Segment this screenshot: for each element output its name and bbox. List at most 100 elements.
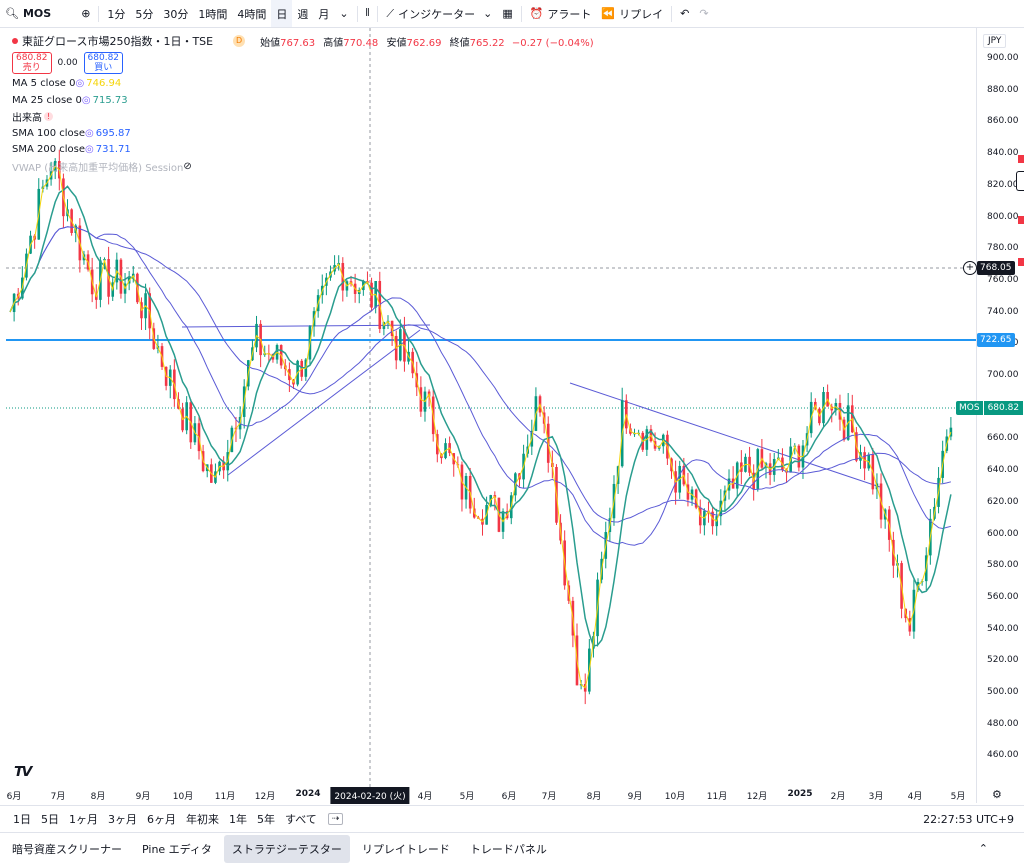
last-price-tag: MOS 680.82 — [956, 401, 1024, 415]
bottom-tab[interactable]: ストラテジーテスター — [223, 834, 350, 863]
collapse-chevron-icon[interactable]: ⌃ — [978, 842, 988, 855]
settings-circle-icon[interactable]: ◎ — [75, 78, 85, 90]
trend-line — [227, 329, 421, 476]
time-axis[interactable]: 6月 7月 8月 9月 10月 11月 12月 2024 2024-02-20 (火) 4月 5月 6… — [0, 785, 1002, 804]
symbol-search[interactable]: 🔍︎ MOS — [0, 0, 56, 27]
chevron-down-icon: ⌄ — [483, 7, 493, 20]
indicator-name: SMA 200 close — [12, 144, 86, 156]
range-button[interactable]: 1年 — [229, 813, 247, 826]
time-tick-label: 5月 — [950, 792, 966, 802]
close-value: 765.22 — [469, 37, 505, 49]
range-button[interactable]: 1ヶ月 — [69, 813, 98, 826]
indicator-row[interactable]: SMA 200 close ◎ 731.71 — [12, 142, 594, 159]
range-button[interactable]: 1日 — [13, 813, 31, 826]
time-tick-label: 9月 — [135, 792, 151, 802]
price-tick-label: 820.00 — [987, 179, 1019, 190]
price-tick-label: 520.00 — [987, 655, 1019, 666]
side-panel-toggle[interactable] — [1016, 171, 1024, 191]
indicators-label: インジケーター — [398, 7, 476, 21]
interval-5[interactable]: 日 — [271, 0, 293, 27]
price-tick-label: 780.00 — [987, 243, 1019, 254]
time-tick-label: 8月 — [90, 792, 106, 802]
clock[interactable]: 22:27:53 UTC+9 — [923, 812, 1014, 826]
interval-3[interactable]: 1時間 — [198, 7, 228, 21]
alert-marker[interactable] — [1018, 216, 1024, 224]
interval-0[interactable]: 1分 — [107, 7, 126, 21]
time-tick-label: 5月 — [459, 792, 475, 802]
range-button[interactable]: すべて — [285, 813, 317, 826]
buy-button[interactable]: 680.82 買い — [83, 51, 124, 74]
indicator-row[interactable]: MA 25 close 0 ◎ 715.73 — [12, 92, 594, 109]
settings-icon[interactable]: ⚙ — [992, 788, 1002, 801]
alert-marker[interactable] — [1018, 155, 1024, 163]
bottom-tab-list: 暗号資産スクリーナー Pine エディタ ストラテジーテスター リプレイトレード トレー… — [0, 834, 555, 863]
interval-1[interactable]: 5分 — [135, 7, 154, 21]
indicators-button[interactable]: ⟋ インジケーター ⌄ — [381, 0, 497, 27]
indicator-row[interactable]: SMA 100 close ◎ 695.87 — [12, 125, 594, 142]
add-alert-icon[interactable]: + — [963, 261, 977, 275]
indicator-value: 746.94 — [86, 78, 122, 90]
currency-selector[interactable]: JPY — [983, 34, 1007, 48]
alert-marker[interactable] — [1018, 258, 1024, 266]
divider — [671, 5, 673, 22]
top-toolbar: 🔍︎ MOS ⊕ 1分 5分 30分 1時間 4時間日週月 ⌄ 𝍪 ⟋ インジケーター … — [0, 0, 1024, 28]
alert-button[interactable]: ⏰ アラート — [525, 0, 597, 27]
plus-circle-icon: ⊕ — [81, 7, 91, 20]
time-tick-label: 12月 — [746, 792, 768, 802]
chart-type-button[interactable]: 𝍪 — [361, 0, 375, 27]
time-tick-label: 3月 — [868, 792, 884, 802]
range-button[interactable]: 5日 — [41, 813, 59, 826]
tradingview-logo[interactable]: 𝙏𝙑 — [14, 764, 32, 780]
indicator-row[interactable]: 出来高 ! — [12, 109, 594, 126]
settings-circle-icon[interactable]: ◎ — [85, 144, 94, 156]
goto-date-icon[interactable]: ⇢ — [327, 813, 344, 825]
open-value: 767.63 — [280, 37, 316, 49]
price-tick-label: 600.00 — [987, 528, 1019, 539]
redo-button[interactable]: ↷ — [694, 0, 713, 27]
time-tick-label: 6月 — [6, 792, 22, 802]
time-tick-label: 7月 — [541, 792, 557, 802]
interval-7[interactable]: 月 — [318, 7, 330, 21]
settings-circle-icon[interactable]: ⊘ — [183, 160, 192, 172]
settings-circle-icon[interactable]: ◎ — [81, 94, 91, 106]
market-status-dot — [12, 38, 18, 45]
price-tick-label: 880.00 — [987, 84, 1019, 95]
bottom-tab[interactable]: リプレイトレード — [361, 842, 450, 856]
bottom-tab[interactable]: 暗号資産スクリーナー — [12, 842, 122, 856]
settings-circle-icon[interactable]: ◎ — [85, 127, 94, 139]
replay-button[interactable]: ⏪ リプレイ — [596, 0, 668, 27]
sell-button[interactable]: 680.82 売り — [12, 51, 52, 74]
price-tick-label: 660.00 — [987, 433, 1019, 444]
change-value: −0.27 (−0.04%) — [511, 37, 594, 49]
interval-6[interactable]: 週 — [297, 7, 309, 21]
range-button[interactable]: 3ヶ月 — [108, 813, 137, 826]
range-buttons: 1日 5日 1ヶ月 3ヶ月 6ヶ月 年初来 1年 5年 すべて — [8, 811, 322, 827]
divider — [520, 5, 522, 22]
interval-2[interactable]: 30分 — [163, 7, 189, 21]
compare-button[interactable]: ⊕ — [76, 0, 95, 27]
time-tick-label: 2024 — [295, 789, 321, 799]
undo-button[interactable]: ↶ — [675, 0, 694, 27]
price-axis[interactable]: JPY 900.00 880.00 860.00 840.00 820.00 800.00… — [976, 28, 1024, 803]
indicator-row[interactable]: VWAP (出来高加重平均価格) Session ⊘ — [12, 158, 594, 175]
range-button[interactable]: 年初来 — [186, 813, 219, 826]
interval-4[interactable]: 4時間 — [237, 7, 267, 21]
time-tick-label: 11月 — [706, 792, 728, 802]
sell-price: 680.82 — [16, 52, 48, 63]
data-badge[interactable]: D — [233, 35, 246, 48]
layouts-button[interactable]: ▦ — [497, 0, 517, 27]
indicator-value: 695.87 — [95, 127, 131, 139]
high-value: 770.48 — [343, 37, 379, 49]
ohlc-values: 始値767.63 高値770.48 安値762.69 終値765.22 −0.2… — [255, 34, 594, 49]
interval-dropdown[interactable]: ⌄ — [334, 0, 353, 27]
sma-200-line — [9, 226, 952, 523]
bottom-tab[interactable]: Pine エディタ — [142, 842, 212, 856]
price-chart[interactable] — [6, 28, 976, 803]
bottom-tab[interactable]: トレードパネル — [469, 842, 547, 856]
range-button[interactable]: 5年 — [257, 813, 275, 826]
indicator-row[interactable]: MA 5 close 0 ◎ 746.94 — [12, 76, 594, 93]
chart-pane[interactable] — [6, 28, 976, 803]
price-tick-label: 760.00 — [987, 274, 1019, 285]
range-button[interactable]: 6ヶ月 — [147, 813, 176, 826]
rewind-icon: ⏪ — [601, 7, 616, 20]
